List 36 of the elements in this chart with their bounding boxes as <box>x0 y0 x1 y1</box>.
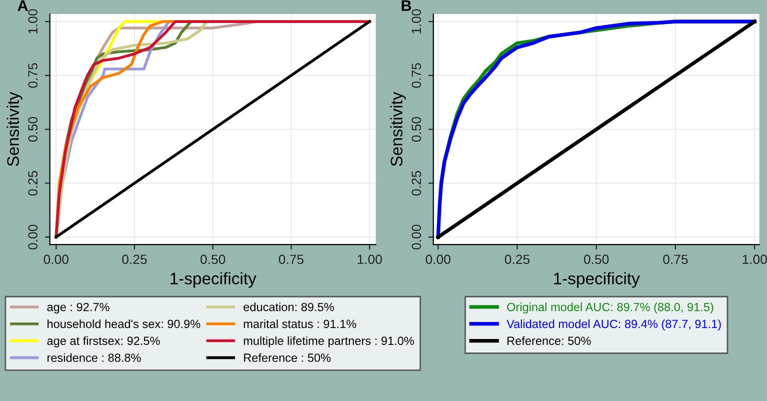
y-tick-label: 1.00 <box>412 9 422 34</box>
x-tick-label: 0.50 <box>200 254 226 264</box>
legend-label: marital status : 91.1% <box>244 319 356 328</box>
x-tick-label: 1.00 <box>742 254 767 264</box>
y-tick-label: 0.25 <box>28 170 38 196</box>
y-axis-title: Sensitivity <box>390 92 406 166</box>
y-tick-label: 0.25 <box>412 170 422 196</box>
x-tick-label: 0.75 <box>278 254 304 264</box>
y-tick-label: 0.50 <box>412 116 422 142</box>
x-tick-label: 0.25 <box>122 254 147 264</box>
legend-label: Original model AUC: 89.7% (88.0, 91.5) <box>507 302 714 314</box>
legend-label: education: 89.5% <box>244 302 334 312</box>
legend-label: residence : 88.8% <box>48 353 141 362</box>
legend-label: Reference: 50% <box>508 336 591 346</box>
line-series <box>436 20 756 239</box>
x-axis-title: 1-specificity <box>554 272 640 288</box>
legend-label: household head's sex: 90.9% <box>48 319 200 328</box>
chart-title: B <box>402 0 412 11</box>
x-tick-label: 0.25 <box>504 254 530 264</box>
y-tick-label: 1.00 <box>28 9 38 34</box>
x-tick-label: 0.00 <box>426 254 450 264</box>
y-tick-label: 0.75 <box>412 63 422 88</box>
chart-title: A <box>18 0 28 11</box>
legend-label: age at firstsex: 92.5% <box>47 336 160 348</box>
x-tick-label: 0.00 <box>44 254 68 264</box>
legend-label: multiple lifetime partners : 91.0% <box>244 336 414 348</box>
y-tick-label: 0.50 <box>28 116 38 142</box>
x-axis-title: 1-specificity <box>170 272 256 288</box>
legend-label: Validated model AUC: 89.4% (87.7, 91.1) <box>506 319 721 330</box>
x-tick-label: 1.00 <box>358 254 382 264</box>
legend-label: Reference : 50% <box>244 353 331 362</box>
x-tick-label: 0.75 <box>663 254 688 264</box>
y-tick-label: 0.75 <box>28 63 38 88</box>
x-tick-label: 0.50 <box>584 254 609 264</box>
legend-label: age : 92.7% <box>47 302 110 314</box>
y-axis-title: Sensitivity <box>6 92 22 166</box>
